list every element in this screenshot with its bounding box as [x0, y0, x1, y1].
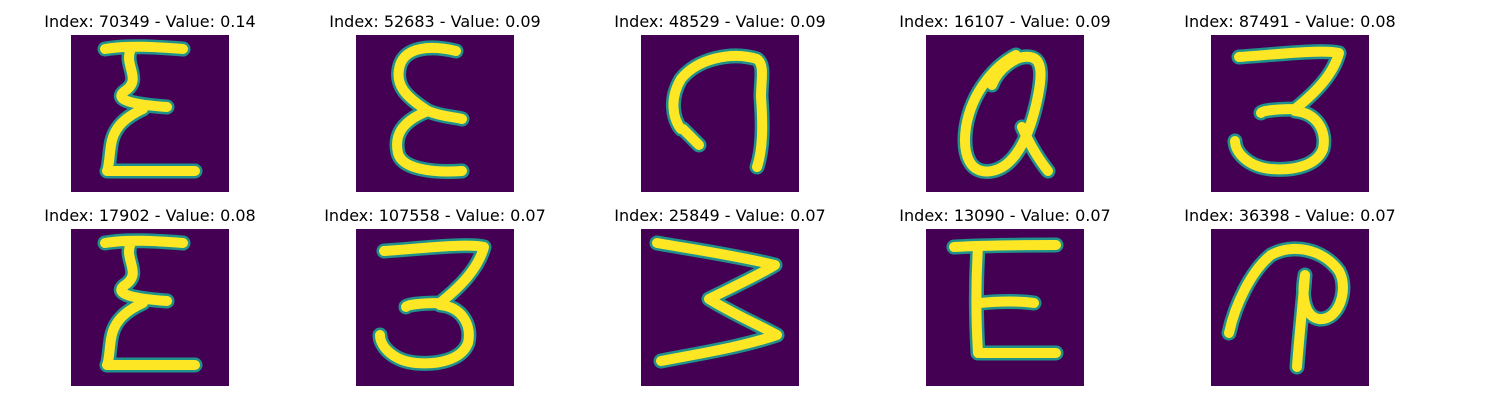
handwritten-glyph [641, 229, 799, 386]
glyph-stroke-core [960, 50, 1053, 177]
handwritten-glyph [641, 35, 799, 192]
panel-title: Index: 107558 - Value: 0.07 [324, 206, 546, 225]
glyph-image [356, 229, 514, 386]
handwritten-glyph [356, 35, 514, 192]
glyph-image [356, 35, 514, 192]
glyph-stroke-core [100, 41, 200, 177]
panel-title: Index: 16107 - Value: 0.09 [899, 12, 1111, 31]
panel-title: Index: 13090 - Value: 0.07 [899, 206, 1111, 225]
glyph-image [641, 35, 799, 192]
image-panel: Index: 25849 - Value: 0.07 [570, 194, 870, 394]
glyph-stroke-core [668, 51, 768, 172]
image-panel: Index: 107558 - Value: 0.07 [285, 194, 585, 394]
panel-title: Index: 48529 - Value: 0.09 [614, 12, 826, 31]
glyph-image [1211, 229, 1369, 386]
handwritten-glyph [71, 35, 229, 192]
image-panel: Index: 13090 - Value: 0.07 [855, 194, 1155, 394]
glyph-image [71, 35, 229, 192]
panel-title: Index: 87491 - Value: 0.08 [1184, 12, 1396, 31]
handwritten-glyph [926, 35, 1084, 192]
glyph-stroke-core [949, 240, 1061, 358]
image-panel: Index: 87491 - Value: 0.08 [1140, 0, 1440, 200]
image-panel: Index: 70349 - Value: 0.14 [0, 0, 300, 200]
image-panel: Index: 52683 - Value: 0.09 [285, 0, 585, 200]
glyph-image [926, 35, 1084, 192]
panel-title: Index: 17902 - Value: 0.08 [44, 206, 256, 225]
handwritten-glyph [926, 229, 1084, 386]
glyph-stroke-core [392, 42, 467, 177]
handwritten-glyph [356, 229, 514, 386]
image-panel: Index: 48529 - Value: 0.09 [570, 0, 870, 200]
handwritten-glyph [71, 229, 229, 386]
glyph-image [926, 229, 1084, 386]
glyph-stroke-core [1224, 244, 1348, 372]
glyph-image [1211, 35, 1369, 192]
glyph-stroke-core [375, 240, 489, 369]
handwritten-glyph [1211, 229, 1369, 386]
panel-title: Index: 70349 - Value: 0.14 [44, 12, 256, 31]
panel-title: Index: 25849 - Value: 0.07 [614, 206, 826, 225]
panel-title: Index: 52683 - Value: 0.09 [329, 12, 541, 31]
glyph-stroke-core [100, 235, 200, 370]
glyph-image [71, 229, 229, 386]
glyph-stroke-core [1230, 46, 1344, 175]
glyph-stroke-core [652, 238, 782, 366]
glyph-image [641, 229, 799, 386]
image-panel: Index: 17902 - Value: 0.08 [0, 194, 300, 394]
panel-title: Index: 36398 - Value: 0.07 [1184, 206, 1396, 225]
image-panel: Index: 16107 - Value: 0.09 [855, 0, 1155, 200]
handwritten-glyph [1211, 35, 1369, 192]
image-panel: Index: 36398 - Value: 0.07 [1140, 194, 1440, 394]
